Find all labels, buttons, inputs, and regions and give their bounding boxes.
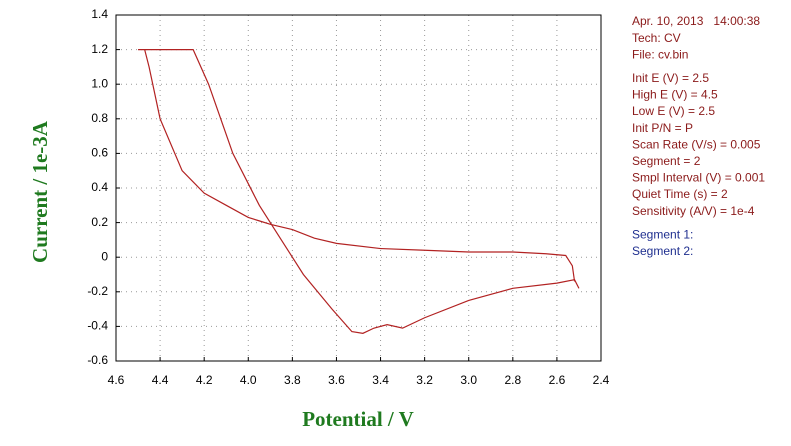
info-line: Tech: CV — [632, 31, 681, 45]
x-tick-label: 3.0 — [460, 373, 477, 387]
x-tick-label: 2.6 — [549, 373, 566, 387]
x-tick-label: 2.4 — [593, 373, 610, 387]
y-tick-label: 1.2 — [91, 42, 108, 56]
y-tick-label: 1.4 — [91, 7, 108, 21]
info-line: Scan Rate (V/s) = 0.005 — [632, 137, 761, 151]
y-tick-label: -0.2 — [87, 284, 108, 298]
info-line: High E (V) = 4.5 — [632, 88, 718, 102]
info-line: Init E (V) = 2.5 — [632, 71, 709, 85]
x-tick-label: 3.6 — [328, 373, 345, 387]
y-tick-label: 1.0 — [91, 76, 108, 90]
info-line: Low E (V) = 2.5 — [632, 104, 715, 118]
y-tick-label: -0.4 — [87, 319, 108, 333]
info-line: Sensitivity (A/V) = 1e-4 — [632, 204, 755, 218]
info-line: Segment 2: — [632, 244, 693, 258]
y-tick-label: 0.6 — [91, 146, 108, 160]
x-tick-label: 2.8 — [504, 373, 521, 387]
info-line: Segment 1: — [632, 227, 693, 241]
x-tick-label: 3.4 — [372, 373, 389, 387]
y-tick-label: 0.4 — [91, 180, 108, 194]
y-tick-label: 0 — [101, 249, 108, 263]
data-line — [138, 49, 580, 334]
x-axis-label: Potential / V — [302, 407, 414, 431]
info-line: Smpl Interval (V) = 0.001 — [632, 171, 765, 185]
y-axis-label: Current / 1e-3A — [28, 120, 52, 263]
info-line: Init P/N = P — [632, 121, 693, 135]
info-line: Apr. 10, 2013 14:00:38 — [632, 14, 760, 28]
info-line: Segment = 2 — [632, 154, 701, 168]
y-tick-label: -0.6 — [87, 353, 108, 367]
x-tick-label: 3.2 — [416, 373, 433, 387]
x-tick-label: 4.0 — [240, 373, 257, 387]
info-line: Quiet Time (s) = 2 — [632, 187, 728, 201]
info-line: File: cv.bin — [632, 47, 688, 61]
plot-frame — [115, 14, 602, 362]
y-tick-label: 0.8 — [91, 111, 108, 125]
y-tick-label: 0.2 — [91, 215, 108, 229]
x-tick-label: 4.6 — [108, 373, 125, 387]
x-tick-label: 4.4 — [152, 373, 169, 387]
x-tick-label: 4.2 — [196, 373, 213, 387]
x-tick-label: 3.8 — [284, 373, 301, 387]
